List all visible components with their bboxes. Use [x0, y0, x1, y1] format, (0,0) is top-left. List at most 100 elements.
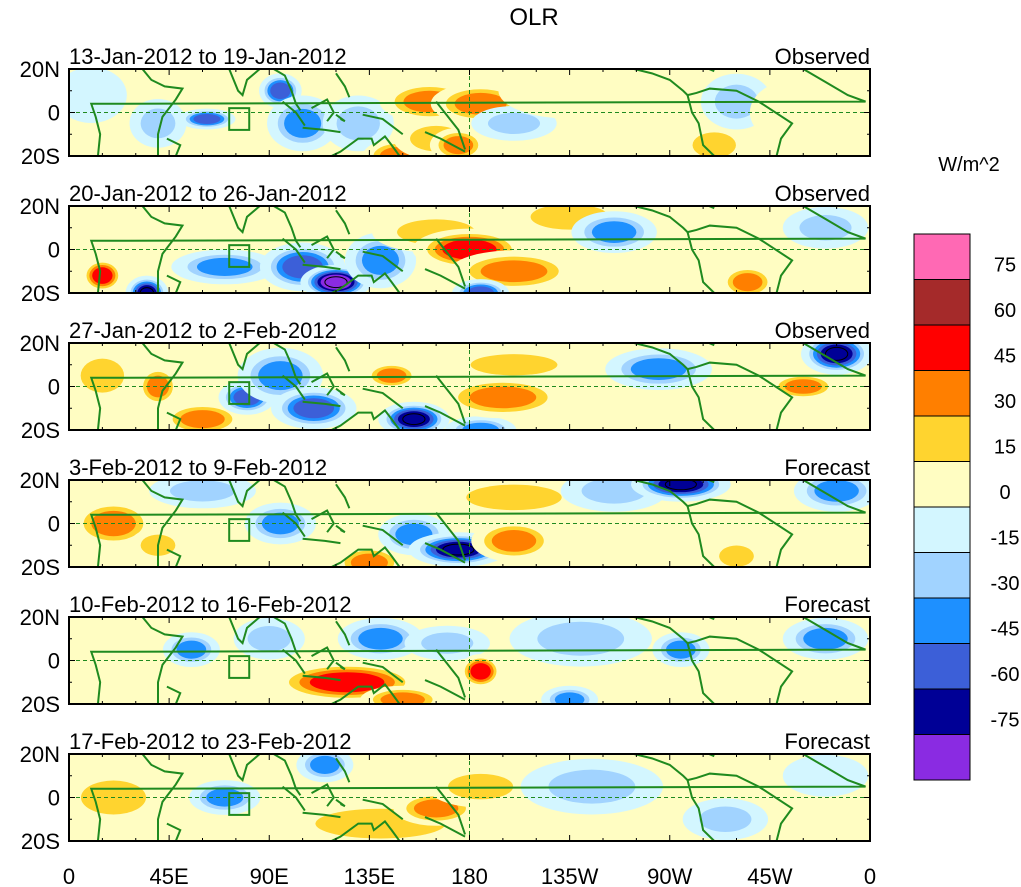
x-axis: 0 45E 90E 135E 180 135W 90W 45W 0: [63, 864, 876, 887]
anomaly-3-level-30: [196, 257, 253, 276]
anomaly-5-level-30: [380, 692, 425, 704]
coastline-8: [335, 483, 351, 509]
anomaly-13-outer: [498, 69, 641, 119]
y-tick-label: 20S: [21, 418, 60, 443]
coastlines: [89, 617, 866, 704]
coastline-13: [686, 779, 715, 841]
coastline-13: [686, 505, 715, 567]
anomaly-6-level-45: [293, 398, 335, 419]
panel-date-range: 20-Jan-2012 to 26-Jan-2012: [69, 181, 347, 206]
y-tick-label: 0: [48, 649, 60, 674]
coastline-16: [424, 816, 466, 838]
panel-2: 20N 0 20S 20-Jan-2012 to 26-Jan-2012 Observe…: [20, 181, 871, 306]
x-tick-label: 0: [63, 864, 75, 887]
anomaly-3-level-30: [180, 410, 225, 429]
anomaly-10-level-15: [581, 480, 647, 504]
anomaly-13-level-30: [814, 480, 859, 502]
coastline-12: [633, 754, 794, 841]
y-tick-label: 0: [48, 375, 60, 400]
panel-date-range: 17-Feb-2012 to 23-Feb-2012: [69, 729, 352, 754]
coastline-9: [335, 798, 346, 808]
coastline-6: [302, 537, 341, 545]
anomaly-10-level-45: [467, 286, 495, 293]
anomaly-2-level-30: [176, 640, 207, 659]
coastline-6: [302, 674, 341, 682]
coastline-3: [166, 137, 182, 156]
x-tick-label: 135W: [541, 864, 599, 887]
coastline-13: [686, 231, 715, 293]
coastline-1: [89, 343, 866, 430]
y-tick-label: 20S: [21, 281, 60, 306]
coastline-10: [362, 798, 404, 821]
y-tick-label: 0: [48, 512, 60, 537]
colorbar-swatch: [913, 643, 971, 690]
anomaly-9-level-15: [537, 621, 625, 656]
x-tick-label: 45E: [150, 864, 189, 887]
coastline-3: [166, 274, 182, 293]
coastlines: [89, 480, 866, 567]
colorbar-swatch: [913, 552, 971, 599]
coastline-9: [335, 661, 346, 671]
anomaly-5-contour: [324, 276, 348, 289]
y-tick-label: 0: [48, 786, 60, 811]
y-tick-label: 0: [48, 101, 60, 126]
anomaly-6-level-15: [448, 773, 514, 800]
panel-5: 20N 0 20S 10-Feb-2012 to 16-Feb-2012 Forecas…: [20, 592, 871, 717]
coastline-15: [435, 101, 466, 150]
index-box: [228, 655, 251, 679]
anomaly-1-outer: [69, 69, 127, 123]
units-label: W/m^2: [938, 154, 1000, 176]
y-tick-label: 20S: [21, 144, 60, 169]
anomaly-3-level-45: [193, 114, 221, 125]
coastline-3: [166, 822, 182, 841]
y-tick-label: 20N: [20, 605, 60, 630]
coastline-9: [335, 250, 346, 260]
panel-6: 20N 0 20S 17-Feb-2012 to 23-Feb-2012 Forecas…: [20, 729, 871, 854]
coastline-7: [311, 98, 335, 122]
anomaly-6-level-30: [361, 245, 400, 275]
coastline-10: [362, 524, 404, 547]
coastline-7: [311, 235, 335, 259]
coastline-12: [633, 206, 794, 293]
colorbar-swatch: [913, 415, 971, 462]
coastline-8: [335, 620, 351, 646]
coastline-11: [329, 409, 401, 430]
coastline-12: [633, 69, 794, 156]
y-tick-label: 0: [48, 238, 60, 263]
chart-title: OLR: [509, 4, 558, 31]
coastline-13: [686, 94, 715, 156]
coastline-11: [329, 272, 401, 293]
coastline-3: [166, 685, 182, 704]
colorbar-swatch: [913, 461, 971, 508]
coastline-4: [198, 617, 302, 659]
anomaly-2-level-60: [137, 285, 157, 293]
anomaly-12-level-30: [591, 221, 637, 243]
colorbar-label: 15: [994, 437, 1016, 459]
anomaly-8-contour: [402, 413, 426, 426]
colorbar-swatch: [913, 734, 971, 781]
coastline-16: [424, 542, 466, 564]
anomaly-14-contour: [825, 346, 849, 361]
anomaly-7-contour: [442, 543, 475, 556]
y-tick-label: 20S: [21, 555, 60, 580]
anomaly-12-level-15: [487, 112, 541, 134]
coastline-8: [335, 346, 351, 372]
coastline-2: [141, 69, 185, 156]
anomaly-9-level-30: [462, 422, 500, 430]
anomaly-6-level-30: [358, 627, 403, 650]
panel-date-range: 27-Jan-2012 to 2-Feb-2012: [69, 318, 337, 343]
panels-group: 20N 0 20S 13-Jan-2012 to 19-Jan-2012 Observe…: [20, 44, 871, 854]
anomaly-4-level-45: [270, 82, 291, 100]
coastline-2: [141, 754, 185, 841]
coastline-13: [686, 642, 715, 704]
colorbar-label: -60: [991, 664, 1020, 686]
coastline-1: [89, 754, 866, 841]
anomaly-7-level-15: [421, 632, 474, 654]
x-tick-label: 135E: [344, 864, 395, 887]
coastline-9: [335, 387, 346, 397]
panel-date-range: 10-Feb-2012 to 16-Feb-2012: [69, 592, 352, 617]
coastline-4: [198, 480, 302, 522]
anomaly-13-level-30: [784, 379, 822, 394]
anomaly-2-contour: [139, 287, 155, 293]
coastline-15: [435, 786, 466, 835]
